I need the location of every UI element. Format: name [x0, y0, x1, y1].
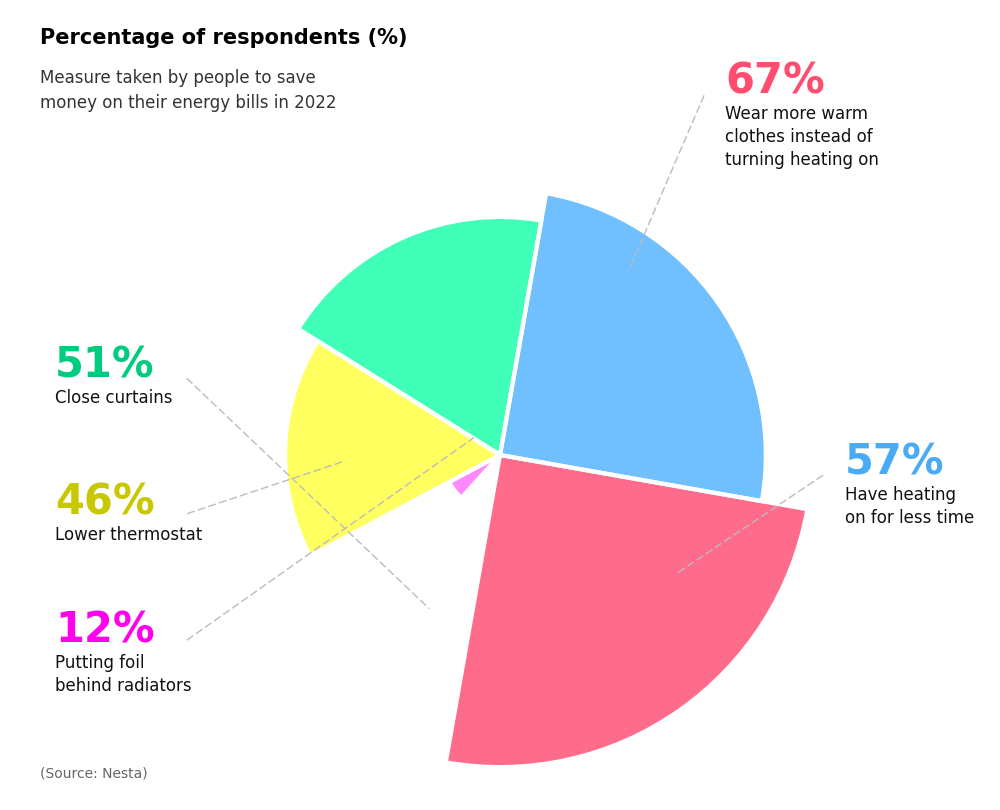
Text: 12%: 12% — [55, 609, 155, 651]
Wedge shape — [462, 455, 714, 672]
Wedge shape — [372, 387, 500, 515]
Wedge shape — [500, 221, 737, 497]
Wedge shape — [475, 455, 500, 475]
Wedge shape — [479, 444, 500, 465]
Wedge shape — [478, 455, 622, 579]
Wedge shape — [360, 290, 529, 455]
Wedge shape — [480, 432, 504, 455]
Wedge shape — [490, 455, 500, 463]
Wedge shape — [500, 351, 605, 473]
Wedge shape — [500, 273, 685, 487]
Text: Lower thermostat: Lower thermostat — [55, 526, 202, 544]
Wedge shape — [500, 403, 553, 464]
Wedge shape — [446, 455, 805, 765]
Wedge shape — [468, 455, 683, 641]
Wedge shape — [500, 195, 764, 501]
Wedge shape — [489, 455, 561, 517]
Wedge shape — [466, 455, 500, 484]
Text: Wear more warm
clothes instead of
turning heating on: Wear more warm clothes instead of turnin… — [725, 105, 879, 169]
Text: 67%: 67% — [725, 61, 825, 103]
Text: 51%: 51% — [55, 344, 155, 386]
Wedge shape — [440, 384, 512, 455]
Wedge shape — [308, 353, 500, 545]
Wedge shape — [456, 455, 500, 492]
Wedge shape — [495, 455, 500, 459]
Wedge shape — [340, 266, 533, 455]
Text: Percentage of respondents (%): Percentage of respondents (%) — [40, 28, 408, 49]
Wedge shape — [485, 455, 500, 467]
Wedge shape — [415, 410, 500, 495]
Text: Putting foil
behind radiators: Putting foil behind radiators — [55, 654, 192, 694]
Text: 57%: 57% — [845, 441, 945, 484]
Wedge shape — [500, 377, 579, 469]
Text: Measure taken by people to save
money on their energy bills in 2022: Measure taken by people to save money on… — [40, 69, 336, 112]
Text: (Source: Nesta): (Source: Nesta) — [40, 767, 148, 781]
Wedge shape — [300, 219, 541, 455]
Wedge shape — [471, 455, 500, 480]
Wedge shape — [420, 360, 516, 455]
Wedge shape — [457, 433, 500, 475]
Text: Have heating
on for less time: Have heating on for less time — [845, 486, 974, 526]
Wedge shape — [330, 364, 500, 535]
Wedge shape — [320, 243, 537, 455]
Wedge shape — [394, 399, 500, 505]
Wedge shape — [400, 337, 520, 455]
Wedge shape — [457, 455, 744, 703]
Wedge shape — [500, 325, 632, 478]
Wedge shape — [500, 247, 711, 492]
Wedge shape — [351, 376, 500, 525]
Wedge shape — [451, 455, 500, 497]
Wedge shape — [460, 407, 508, 455]
Wedge shape — [484, 455, 592, 548]
Text: 46%: 46% — [55, 482, 155, 524]
Wedge shape — [461, 455, 500, 488]
Wedge shape — [436, 421, 500, 485]
Wedge shape — [287, 342, 500, 555]
Wedge shape — [500, 429, 526, 459]
Wedge shape — [380, 313, 525, 455]
Text: Close curtains: Close curtains — [55, 389, 173, 407]
Wedge shape — [500, 299, 658, 483]
Wedge shape — [473, 455, 653, 610]
Wedge shape — [495, 455, 531, 486]
Wedge shape — [480, 455, 500, 471]
Wedge shape — [452, 455, 775, 734]
